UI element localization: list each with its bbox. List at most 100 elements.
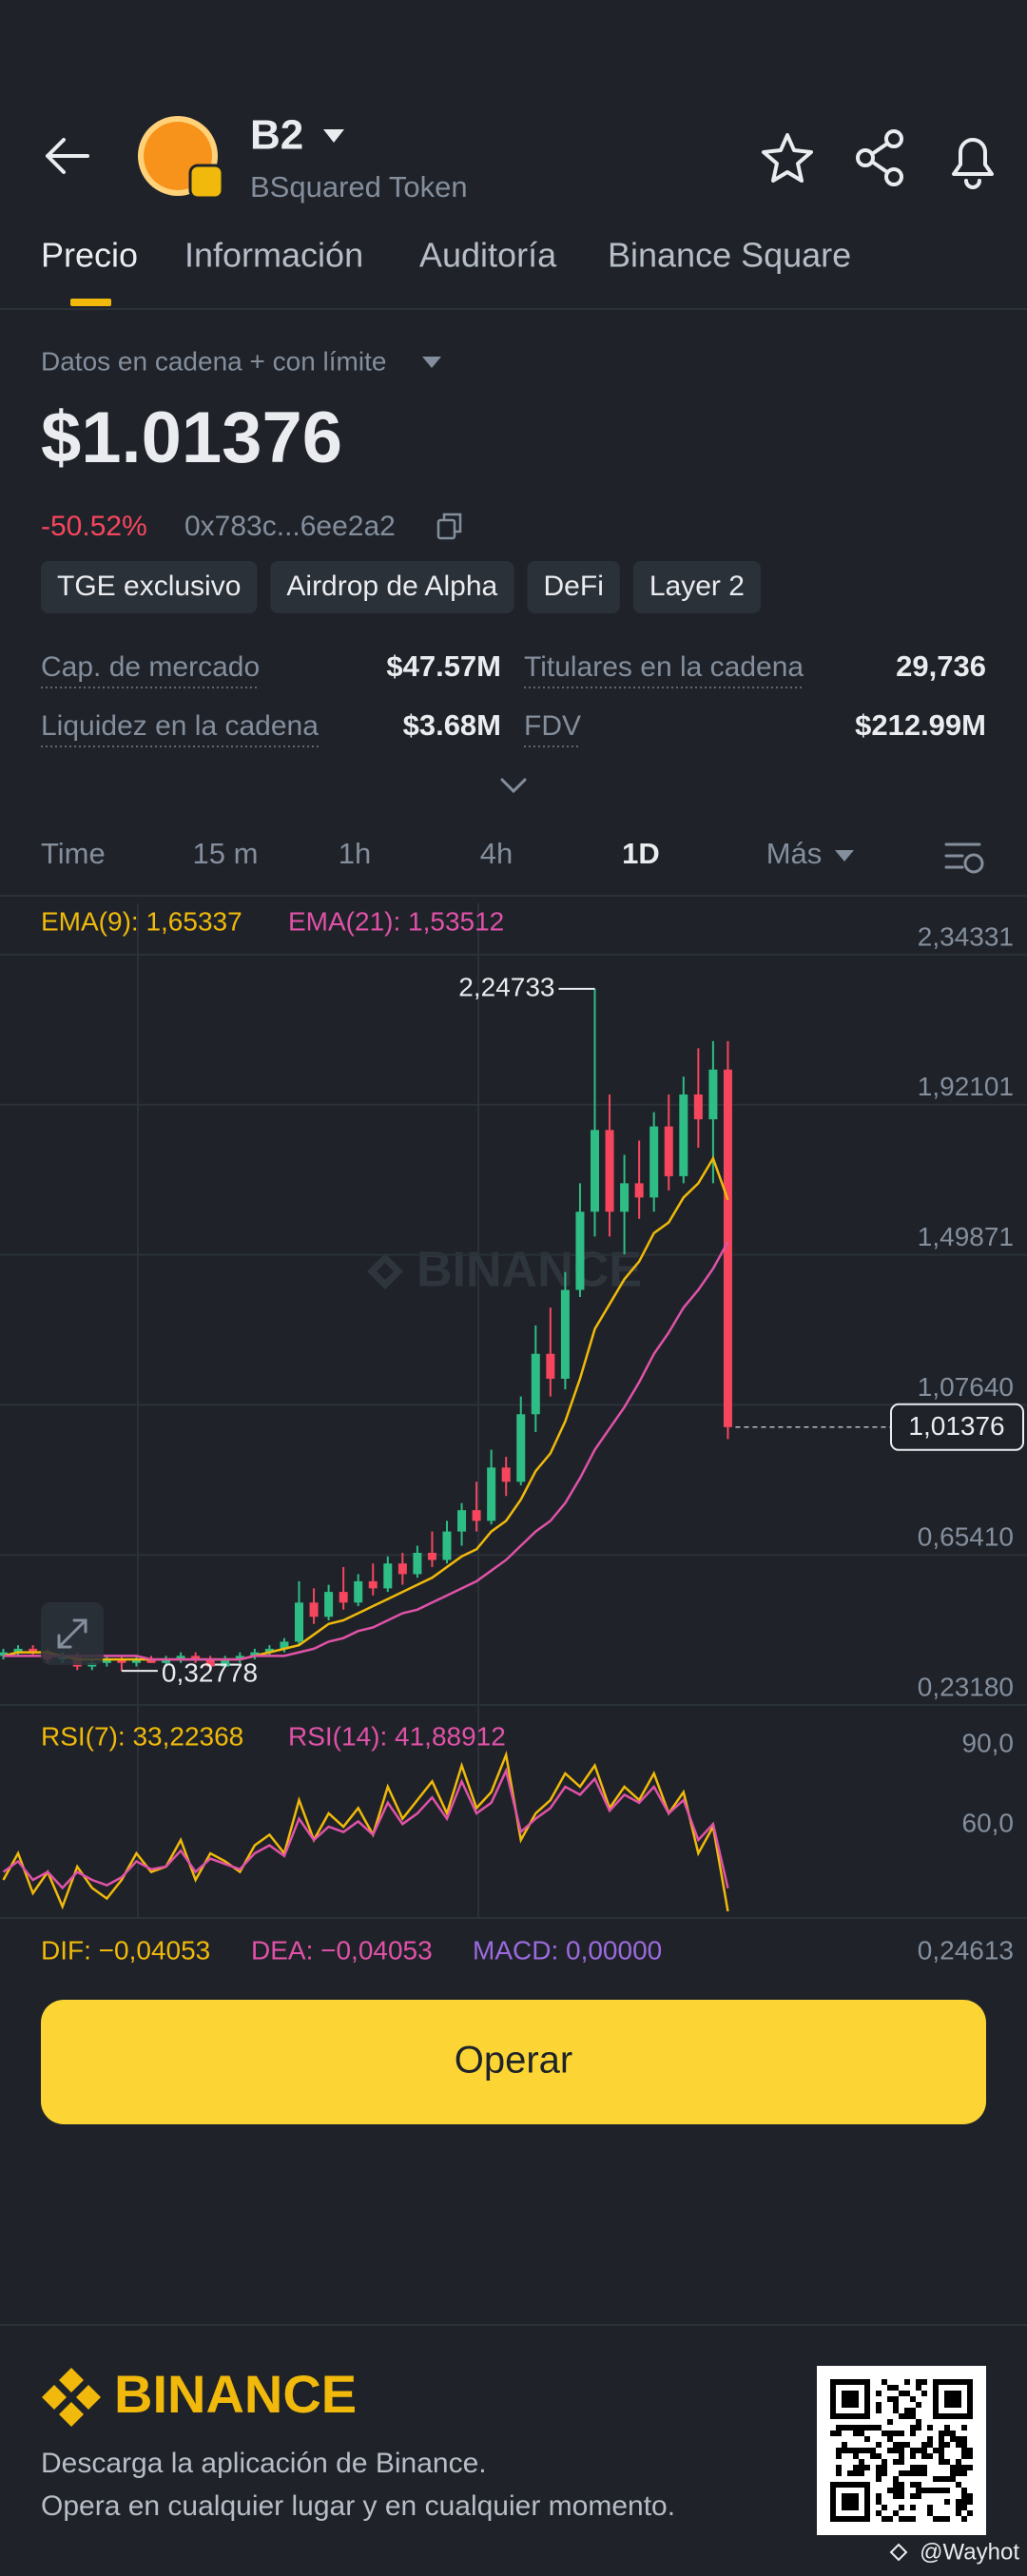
qr-cell [876,2465,882,2470]
qr-cell [887,2431,893,2436]
qr-cell [921,2453,927,2459]
candle-body [723,1069,732,1427]
qr-cell [864,2425,870,2431]
qr-cell [939,2453,944,2459]
qr-cell [904,2442,910,2448]
qr-cell [916,2419,921,2425]
qr-cell [899,2391,904,2396]
qr-cell [916,2385,921,2391]
qr-cell [853,2453,859,2459]
credit-icon [889,2543,908,2562]
qr-cell [842,2448,847,2453]
copy-icon[interactable] [436,513,462,540]
price-change: -50.52% [41,511,147,542]
tab[interactable]: Información [184,236,363,275]
stat-label: Titulares en la cadena [524,651,804,683]
interval[interactable]: 15 m [193,837,259,870]
interval[interactable]: 4h [480,837,513,870]
interval[interactable]: 1D [622,837,660,870]
binance-logo: BINANCE [42,2364,357,2427]
candle-body [354,1580,363,1603]
qr-cell [847,2448,853,2453]
y-tick-label: 1,49871 [918,1222,1014,1251]
candle-body [309,1602,319,1617]
candle-body [205,1659,215,1667]
qr-cell [944,2459,950,2465]
interval[interactable]: 1h [339,837,371,870]
y-tick-label: 1,92101 [918,1072,1014,1101]
qr-cell [836,2465,842,2470]
qr-cell [836,2425,842,2431]
qr-cell [836,2470,842,2476]
share-node [856,148,875,167]
more-dropdown[interactable] [835,850,854,862]
macd-axis-label: 0,24613 [918,1935,1014,1965]
trade-button[interactable]: Operar [41,2000,986,2124]
macd-dif: DIF: −0,04053 [41,1935,210,1965]
y-tick-label: 2,34331 [918,921,1014,951]
tag-label: Layer 2 [649,571,745,602]
ema-line [3,1241,729,1661]
qr-cell [893,2408,899,2413]
qr-cell [910,2493,916,2499]
qr-cell [961,2488,967,2493]
source-dropdown[interactable] [422,357,441,368]
qr-cell [916,2379,921,2385]
tag[interactable]: TGE exclusivo [41,561,258,613]
qr-cell [956,2510,961,2516]
qr-cell [961,2499,967,2505]
qr-cell [933,2476,939,2482]
chart-settings-icon[interactable] [944,843,984,874]
favorite-icon[interactable] [762,133,813,183]
ema-line [3,1155,729,1661]
tag-list: TGE exclusivo Airdrop de Alpha DeFi Layer 2 [41,561,761,613]
qr-cell [961,2516,967,2522]
qr-cell [853,2431,859,2436]
qr-cell [876,2442,882,2448]
qr-cell [887,2516,893,2522]
qr-finder [830,2482,870,2522]
fullscreen-button[interactable] [41,1602,104,1665]
active-tab-indicator [70,299,111,306]
candle-body [649,1126,659,1198]
qr-cell [916,2465,921,2470]
token-name: BSquared Token [250,170,468,203]
interval-bar: Time 15 m 1h 4h 1D Más [41,837,854,870]
interval[interactable]: Time [41,837,106,870]
qr-cell [956,2482,961,2488]
qr-cell [967,2499,973,2505]
alert-icon[interactable] [952,138,994,189]
tag[interactable]: DeFi [527,561,620,613]
tag[interactable]: Layer 2 [632,561,761,613]
stat-value: $3.68M [403,708,501,742]
tab[interactable]: Binance Square [608,236,851,275]
back-button[interactable] [46,138,89,174]
expand-chevron[interactable] [500,778,527,794]
share-node [884,129,903,148]
macd-value: MACD: 0,00000 [473,1935,662,1965]
qr-cell [944,2425,950,2431]
candle-body [235,1656,244,1660]
token-symbol: B2 [250,112,303,159]
tag[interactable]: Airdrop de Alpha [270,561,514,613]
qr-cell [836,2448,842,2453]
tab[interactable]: Precio [41,236,138,275]
share-icon[interactable] [856,129,903,186]
tab[interactable]: Auditoría [419,236,557,275]
qr-cell [859,2431,864,2436]
footer-line: Opera en cualquier lugar y en cualquier … [41,2490,675,2522]
symbol-dropdown[interactable] [323,129,344,143]
candle-body [397,1563,407,1575]
qr-finder [830,2379,870,2419]
qr-cell [899,2516,904,2522]
qr-cell [887,2396,893,2402]
candle-body [324,1592,334,1617]
fullscreen-arrows [57,1618,87,1649]
qr-cell [910,2408,916,2413]
qr-cell [847,2425,853,2431]
qr-cell [876,2470,882,2476]
interval[interactable]: Más [766,837,823,870]
qr-cell [893,2482,899,2488]
min-label: 0,32778 [162,1658,258,1688]
